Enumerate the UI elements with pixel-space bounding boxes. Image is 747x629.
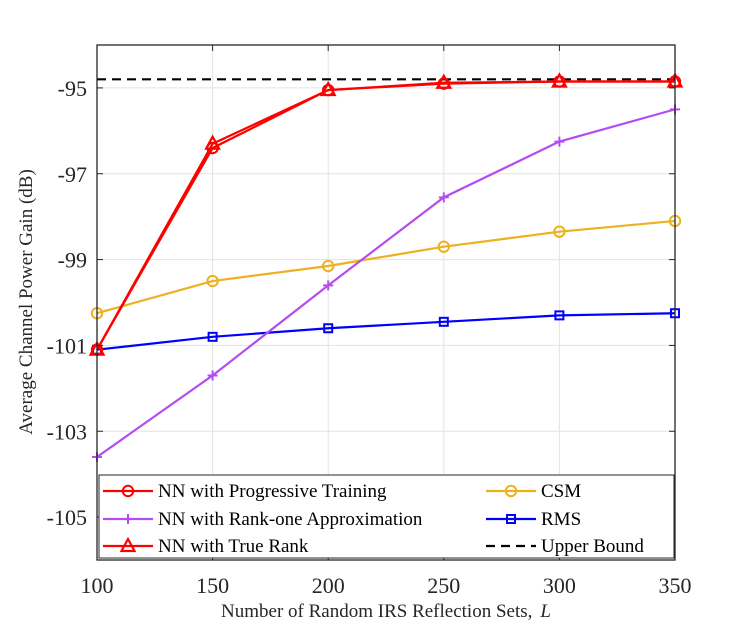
grid: [96, 45, 676, 560]
x-tick-label: 300: [543, 573, 576, 598]
data-point-triangle: [319, 80, 337, 97]
data-point-plus: [438, 192, 449, 203]
legend-box: [98, 474, 675, 559]
series-line: [96, 312, 676, 351]
x-tick-label: 150: [196, 573, 229, 598]
data-point-plus: [554, 136, 565, 147]
legend: NN with Progressive Training NN with Rank…: [98, 474, 675, 559]
data-point-triangle: [551, 72, 568, 88]
legend-label: RMS: [541, 509, 581, 530]
data-point-circle: [553, 225, 566, 238]
legend-label: CSM: [541, 481, 581, 502]
legend-label: NN with Rank-one Approximation: [158, 509, 423, 530]
data-point-circle: [504, 484, 518, 498]
data-point-circle: [322, 259, 335, 273]
x-tick-label: 250: [427, 573, 460, 598]
data-point-square: [506, 514, 516, 524]
y-tick-label: -95: [58, 76, 87, 101]
legend-label: NN with Progressive Training: [158, 481, 387, 502]
data-point-square: [438, 316, 449, 327]
legend-item: NN with Rank-one Approximation: [103, 509, 423, 530]
y-tick-label: -101: [47, 333, 87, 358]
x-tick-label: 350: [659, 573, 692, 598]
y-tick-label: -99: [58, 248, 87, 273]
x-tick-label: 200: [312, 573, 345, 598]
legend-label: Upper Bound: [541, 536, 644, 557]
legend-label: NN with True Rank: [158, 536, 309, 557]
y-axis-label: Average Channel Power Gain (dB): [16, 169, 37, 435]
data-point-circle: [437, 240, 450, 253]
data-point-plus: [123, 514, 133, 524]
data-point-triangle: [435, 73, 453, 89]
legend-item: NN with True Rank: [103, 536, 309, 557]
series-layer: [88, 72, 684, 462]
data-point-triangle: [204, 134, 221, 150]
legend-item: CSM: [486, 481, 581, 502]
data-point-square: [554, 310, 565, 321]
y-tick-label: -103: [47, 419, 87, 444]
x-axis-label: Number of Random IRS Reflection Sets, L: [221, 601, 551, 622]
data-point-plus: [207, 370, 218, 381]
x-tick-label: 100: [81, 573, 114, 598]
y-tick-label: -105: [47, 505, 87, 530]
x-axis-label-text: Number of Random IRS Reflection Sets,: [221, 601, 532, 622]
data-point-square: [207, 331, 218, 342]
data-point-circle: [206, 274, 219, 288]
data-point-plus: [323, 280, 334, 291]
series-line: [96, 108, 676, 458]
ticks: 100 150 200 250 300 350 -95 -97 -99 -101 -103 -105: [47, 45, 692, 598]
y-tick-label: -97: [58, 162, 87, 187]
data-point-triangle: [119, 536, 137, 553]
x-axis-label-var: L: [539, 601, 551, 622]
data-point-circle: [121, 484, 135, 498]
data-point-square: [323, 323, 334, 334]
legend-item: Upper Bound: [486, 536, 644, 557]
plot-frame: [96, 44, 676, 561]
series-line: [96, 219, 676, 315]
legend-item: RMS: [486, 509, 581, 530]
legend-item: NN with Progressive Training: [103, 481, 387, 502]
series-line: [96, 80, 675, 351]
